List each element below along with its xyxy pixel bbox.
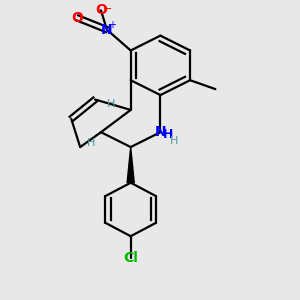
Text: H: H <box>169 136 178 146</box>
Text: H: H <box>163 128 174 141</box>
Text: N: N <box>154 125 166 139</box>
Text: O: O <box>95 3 107 17</box>
Text: O: O <box>71 11 83 25</box>
Text: −: − <box>103 4 112 14</box>
Text: N: N <box>101 23 113 37</box>
Polygon shape <box>127 147 134 183</box>
Text: +: + <box>108 20 116 30</box>
Text: H: H <box>107 99 116 109</box>
Text: Cl: Cl <box>123 251 138 266</box>
Text: H: H <box>86 138 95 148</box>
